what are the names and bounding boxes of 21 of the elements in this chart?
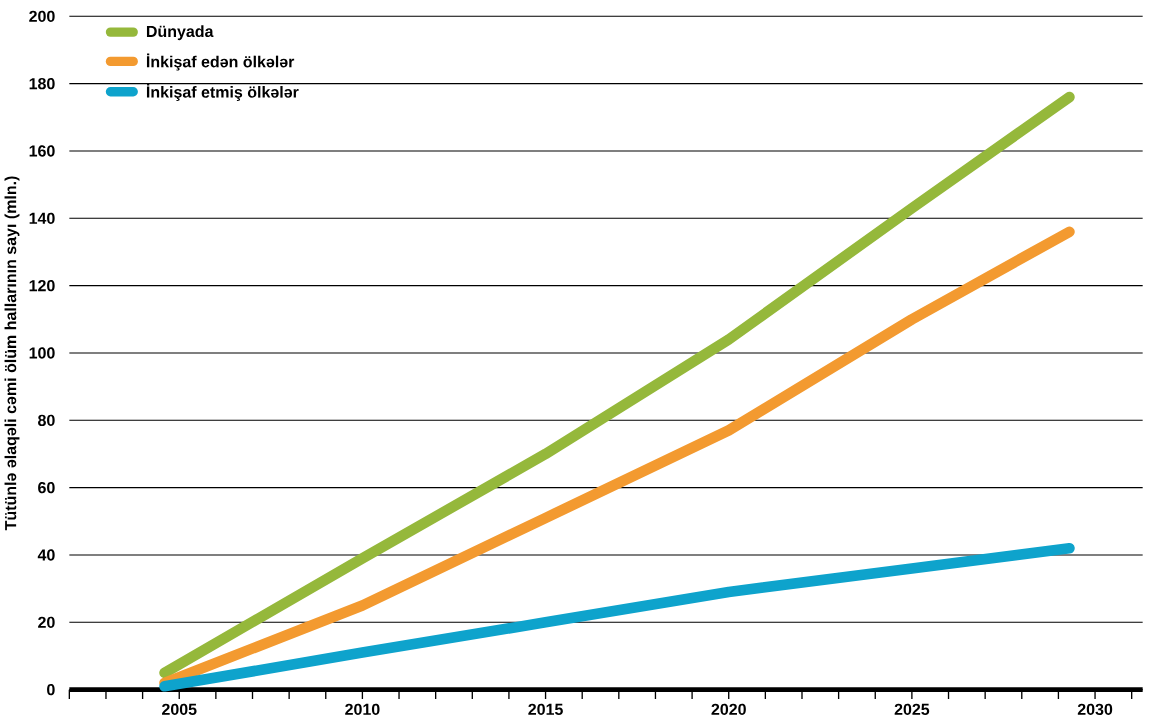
y-tick-label: 80 [38, 414, 55, 426]
x-tick-label: 2025 [894, 703, 930, 716]
x-tick-label: 2020 [711, 703, 746, 716]
y-tick-label: 180 [29, 78, 55, 90]
y-tick-label: 120 [29, 279, 55, 292]
legend-label: İnkişaf edən ölkələr [146, 53, 295, 71]
y-tick-label: 0 [47, 683, 55, 696]
y-tick-label: 160 [29, 145, 55, 157]
y-tick-label: 60 [38, 481, 55, 494]
x-tick-label: 2010 [345, 703, 380, 716]
legend-label: İnkişaf etmiş ölkələr [146, 83, 299, 101]
x-tick-label: 2030 [1077, 703, 1113, 716]
legend-label: Dünyada [146, 25, 214, 41]
y-axis-title: Tütünlə əlaqəli cəmi ölüm hallarının sayı (mln.) [4, 176, 20, 531]
y-tick-label: 40 [37, 549, 55, 561]
x-tick-label: 2005 [162, 703, 197, 716]
y-tick-label: 200 [29, 10, 55, 22]
x-tick-label: 2015 [528, 703, 563, 716]
y-tick-label: 20 [38, 616, 55, 628]
y-tick-label: 100 [29, 347, 55, 359]
y-tick-label: 140 [29, 212, 55, 224]
